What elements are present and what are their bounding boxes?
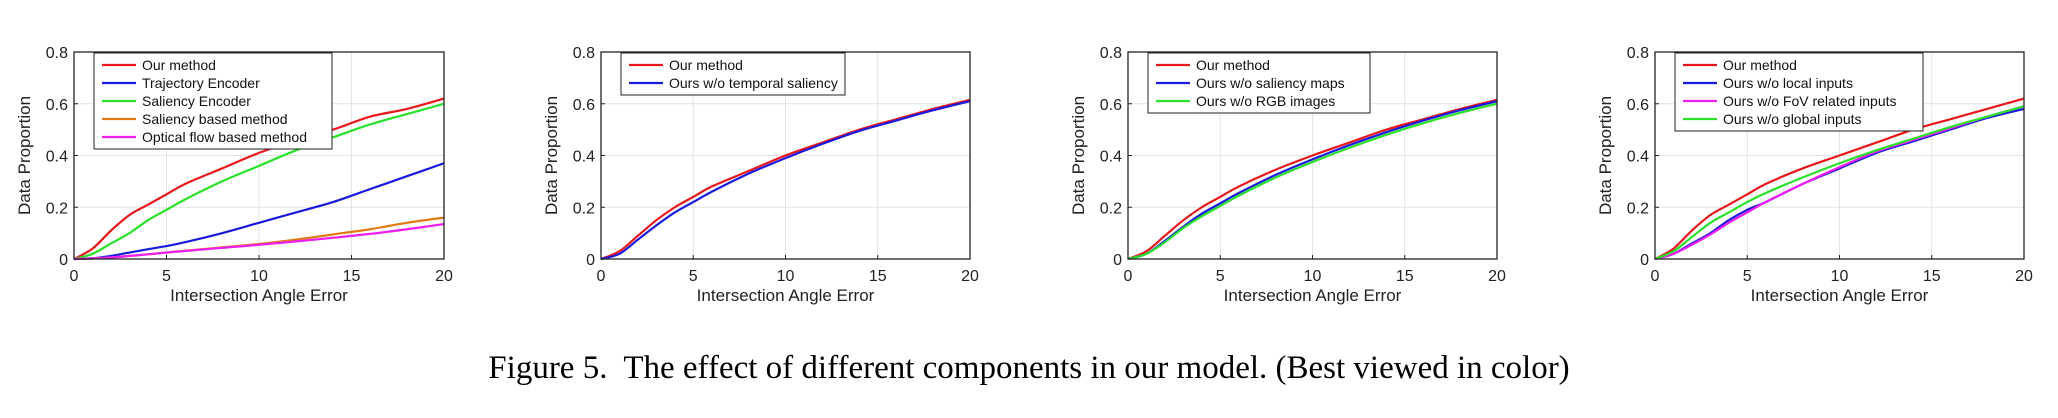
y-axis-label: Data Proportion: [1069, 96, 1088, 215]
y-tick-label: 0.2: [1627, 200, 1649, 217]
x-tick-label: 15: [869, 268, 887, 285]
x-tick-label: 5: [1743, 268, 1752, 285]
series-line-3: [1654, 105, 2025, 261]
series-line-3: [1127, 102, 1498, 261]
series-line-2: [73, 162, 445, 261]
series-line-1: [600, 98, 971, 261]
legend-label: Ours w/o FoV related inputs: [1723, 93, 1897, 109]
series-line-5: [73, 222, 445, 261]
legend-label: Trajectory Encoder: [142, 75, 260, 91]
y-tick-label: 0: [586, 252, 595, 269]
legend-label: Ours w/o local inputs: [1723, 75, 1853, 91]
x-axis-label: Intersection Angle Error: [1224, 286, 1402, 305]
series-line-1: [1127, 98, 1498, 261]
legend-label: Our method: [669, 57, 743, 73]
legend: Our method Ours w/o temporal saliency: [620, 52, 846, 96]
legend-label: Our method: [1723, 57, 1797, 73]
x-tick-label: 15: [343, 268, 361, 285]
legend-label: Saliency Encoder: [142, 93, 251, 109]
y-tick-label: 0.4: [46, 149, 68, 166]
chart-panel-4: 0 5 10 15 20 0 0.2 0.4 0.6 0.8 Intersection Angle …: [1596, 45, 2033, 305]
y-tick-label: 0: [1640, 252, 1649, 269]
legend-label: Ours w/o global inputs: [1723, 111, 1862, 127]
x-tick-label: 0: [1651, 268, 1660, 285]
x-tick-label: 20: [961, 268, 979, 285]
y-tick-label: 0.4: [1100, 149, 1122, 166]
figure-caption: Figure 5. The effect of different compon…: [488, 350, 1570, 386]
x-tick-label: 20: [435, 268, 453, 285]
y-tick-label: 0.6: [1100, 97, 1122, 114]
legend-label: Our method: [1196, 57, 1270, 73]
legend-label: Ours w/o saliency maps: [1196, 75, 1345, 91]
legend: Our method Ours w/o local inputs Ours w/o …: [1674, 52, 1924, 132]
x-tick-label: 10: [777, 268, 795, 285]
y-tick-label: 0.8: [1627, 45, 1649, 62]
legend-label: Ours w/o RGB images: [1196, 93, 1335, 109]
x-tick-label: 20: [1488, 268, 1506, 285]
x-axis-label: Intersection Angle Error: [1751, 286, 1929, 305]
series-line-3: [73, 102, 445, 261]
x-tick-label: 10: [250, 268, 268, 285]
x-tick-label: 15: [1396, 268, 1414, 285]
x-tick-label: 0: [597, 268, 606, 285]
x-tick-label: 5: [162, 268, 171, 285]
legend: Our method Ours w/o saliency maps Ours w/o…: [1147, 52, 1371, 114]
series-line-1: [1654, 97, 2025, 260]
chart-panel-2: 0 5 10 15 20 0 0.2 0.4 0.6 0.8 Intersection Angle …: [542, 45, 979, 305]
chart-panel-1: 0 5 10 15 20 0 0.2 0.4 0.6 0.8 Intersection Angle …: [15, 45, 453, 305]
y-axis-label: Data Proportion: [1596, 96, 1615, 215]
chart-panel-3: 0 5 10 15 20 0 0.2 0.4 0.6 0.8 Intersection Angle …: [1069, 45, 1506, 305]
legend-box: [620, 52, 846, 96]
legend-label: Our method: [142, 57, 216, 73]
y-tick-label: 0.8: [1100, 45, 1122, 62]
x-tick-label: 10: [1831, 268, 1849, 285]
y-tick-label: 0.2: [1100, 200, 1122, 217]
legend: Our method Trajectory Encoder Saliency Enc…: [93, 52, 333, 150]
y-tick-label: 0.4: [573, 149, 595, 166]
legend-label: Saliency based method: [142, 111, 288, 127]
x-tick-label: 20: [2015, 268, 2033, 285]
series-line-4: [1654, 105, 2025, 261]
legend-label: Ours w/o temporal saliency: [669, 75, 838, 91]
x-tick-label: 0: [70, 268, 79, 285]
x-tick-label: 5: [1216, 268, 1225, 285]
series-line-2: [600, 100, 971, 261]
y-tick-label: 0.8: [573, 45, 595, 62]
y-axis-label: Data Proportion: [15, 96, 34, 215]
x-tick-label: 10: [1304, 268, 1322, 285]
y-tick-label: 0.6: [46, 97, 68, 114]
x-tick-label: 15: [1923, 268, 1941, 285]
x-axis-label: Intersection Angle Error: [697, 286, 875, 305]
y-tick-label: 0.2: [573, 200, 595, 217]
y-tick-label: 0.4: [1627, 149, 1649, 166]
y-tick-label: 0: [59, 252, 68, 269]
x-tick-label: 0: [1124, 268, 1133, 285]
x-tick-label: 5: [689, 268, 698, 285]
y-tick-label: 0: [1113, 252, 1122, 269]
y-tick-label: 0.6: [573, 97, 595, 114]
legend-label: Optical flow based method: [142, 129, 307, 145]
y-tick-label: 0.2: [46, 200, 68, 217]
series-line-1: [73, 97, 445, 260]
y-tick-label: 0.8: [46, 45, 68, 62]
y-tick-label: 0.6: [1627, 97, 1649, 114]
y-axis-label: Data Proportion: [542, 96, 561, 215]
x-axis-label: Intersection Angle Error: [170, 286, 348, 305]
